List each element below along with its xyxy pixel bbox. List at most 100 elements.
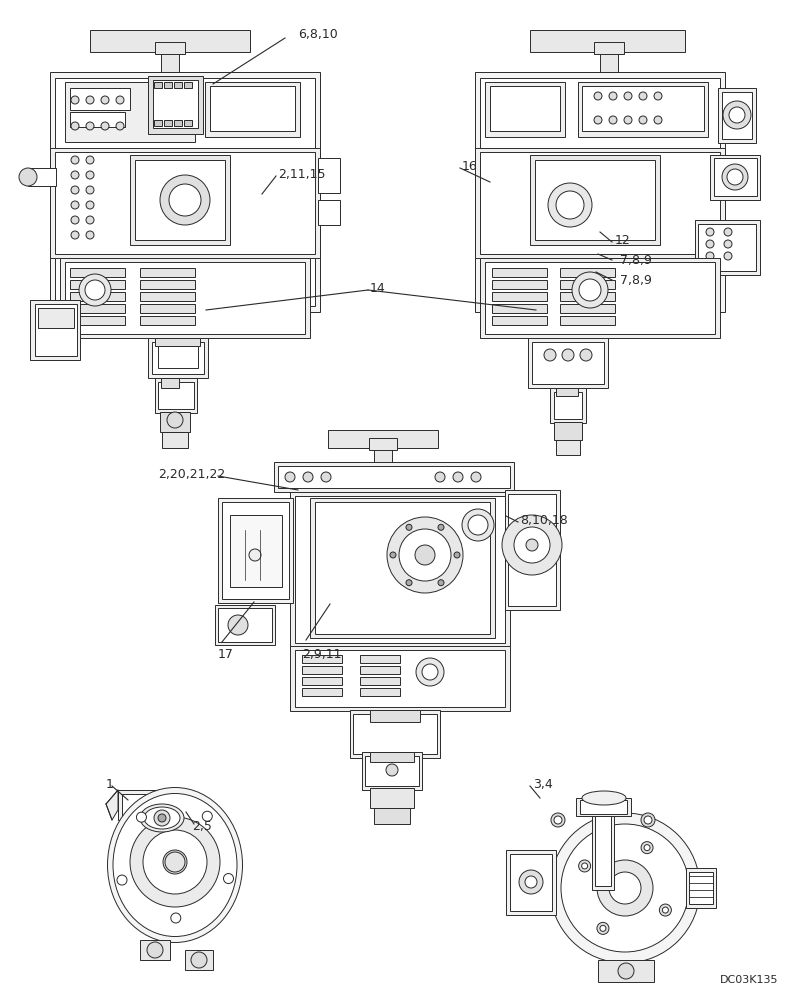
Circle shape [706, 228, 714, 236]
Bar [353, 714, 437, 754]
Text: 8,10,18: 8,10,18 [520, 514, 568, 527]
Bar [595, 814, 611, 886]
Circle shape [170, 913, 181, 923]
Circle shape [116, 122, 124, 130]
Bar [161, 52, 179, 72]
Bar [215, 605, 275, 645]
Circle shape [551, 813, 565, 827]
Circle shape [654, 92, 662, 100]
Bar [718, 88, 756, 143]
Bar [374, 808, 410, 824]
Circle shape [71, 201, 79, 209]
Bar [38, 308, 74, 328]
Circle shape [724, 240, 732, 248]
Circle shape [468, 515, 488, 535]
Bar [164, 120, 172, 126]
Circle shape [639, 92, 647, 100]
Bar [164, 82, 172, 88]
Circle shape [224, 874, 234, 884]
Bar [492, 316, 547, 325]
Circle shape [561, 824, 689, 952]
Ellipse shape [144, 807, 180, 829]
Bar [160, 790, 182, 808]
Bar [130, 155, 230, 245]
Bar [60, 258, 310, 338]
Bar [722, 92, 752, 139]
Circle shape [641, 813, 655, 827]
Circle shape [526, 539, 538, 551]
Ellipse shape [107, 788, 242, 942]
Ellipse shape [165, 852, 185, 872]
Bar [360, 677, 400, 685]
Bar [302, 688, 342, 696]
Circle shape [71, 156, 79, 164]
Text: 14: 14 [370, 282, 385, 295]
Bar [374, 448, 392, 464]
Circle shape [438, 580, 444, 586]
Bar [230, 515, 282, 587]
Circle shape [609, 872, 641, 904]
Bar [122, 794, 164, 816]
Bar [155, 338, 200, 346]
Bar [70, 316, 125, 325]
Circle shape [143, 830, 207, 894]
Circle shape [422, 664, 438, 680]
Circle shape [321, 472, 331, 482]
Circle shape [544, 349, 556, 361]
Bar [492, 304, 547, 313]
Bar [162, 792, 180, 806]
Bar [505, 490, 560, 610]
Bar [140, 268, 195, 277]
Bar [362, 752, 422, 790]
Circle shape [387, 517, 463, 593]
Bar [485, 262, 715, 334]
Circle shape [454, 552, 460, 558]
Circle shape [600, 925, 606, 931]
Text: 1: 1 [106, 778, 114, 791]
Bar [582, 86, 704, 131]
Circle shape [724, 228, 732, 236]
Bar [70, 292, 125, 301]
Bar [530, 155, 660, 245]
Bar [174, 120, 182, 126]
Bar [140, 316, 195, 325]
Circle shape [502, 515, 562, 575]
Bar [492, 268, 547, 277]
Circle shape [71, 186, 79, 194]
Circle shape [285, 472, 295, 482]
Circle shape [435, 472, 445, 482]
Bar [210, 86, 295, 131]
Bar [290, 492, 510, 647]
Circle shape [71, 96, 79, 104]
Bar [594, 42, 624, 54]
Circle shape [116, 96, 124, 104]
Circle shape [117, 875, 127, 885]
Circle shape [406, 580, 412, 586]
Text: 2,5: 2,5 [192, 820, 212, 833]
Text: 7,8,9: 7,8,9 [620, 254, 652, 267]
Circle shape [663, 907, 668, 913]
Bar [90, 30, 250, 52]
Circle shape [137, 812, 146, 822]
Bar [490, 86, 560, 131]
Circle shape [654, 116, 662, 124]
Circle shape [644, 816, 652, 824]
Bar [506, 850, 556, 915]
Circle shape [147, 942, 163, 958]
Circle shape [462, 509, 494, 541]
Bar [290, 646, 510, 711]
Bar [369, 438, 397, 450]
Bar [153, 80, 198, 128]
Circle shape [550, 813, 700, 963]
Circle shape [86, 186, 94, 194]
Bar [295, 650, 505, 707]
Circle shape [169, 184, 201, 216]
Circle shape [249, 549, 261, 561]
Bar [158, 346, 198, 368]
Bar [350, 710, 440, 758]
Bar [152, 342, 204, 374]
Circle shape [724, 252, 732, 260]
Circle shape [228, 615, 248, 635]
Circle shape [101, 96, 109, 104]
Bar [508, 494, 556, 606]
